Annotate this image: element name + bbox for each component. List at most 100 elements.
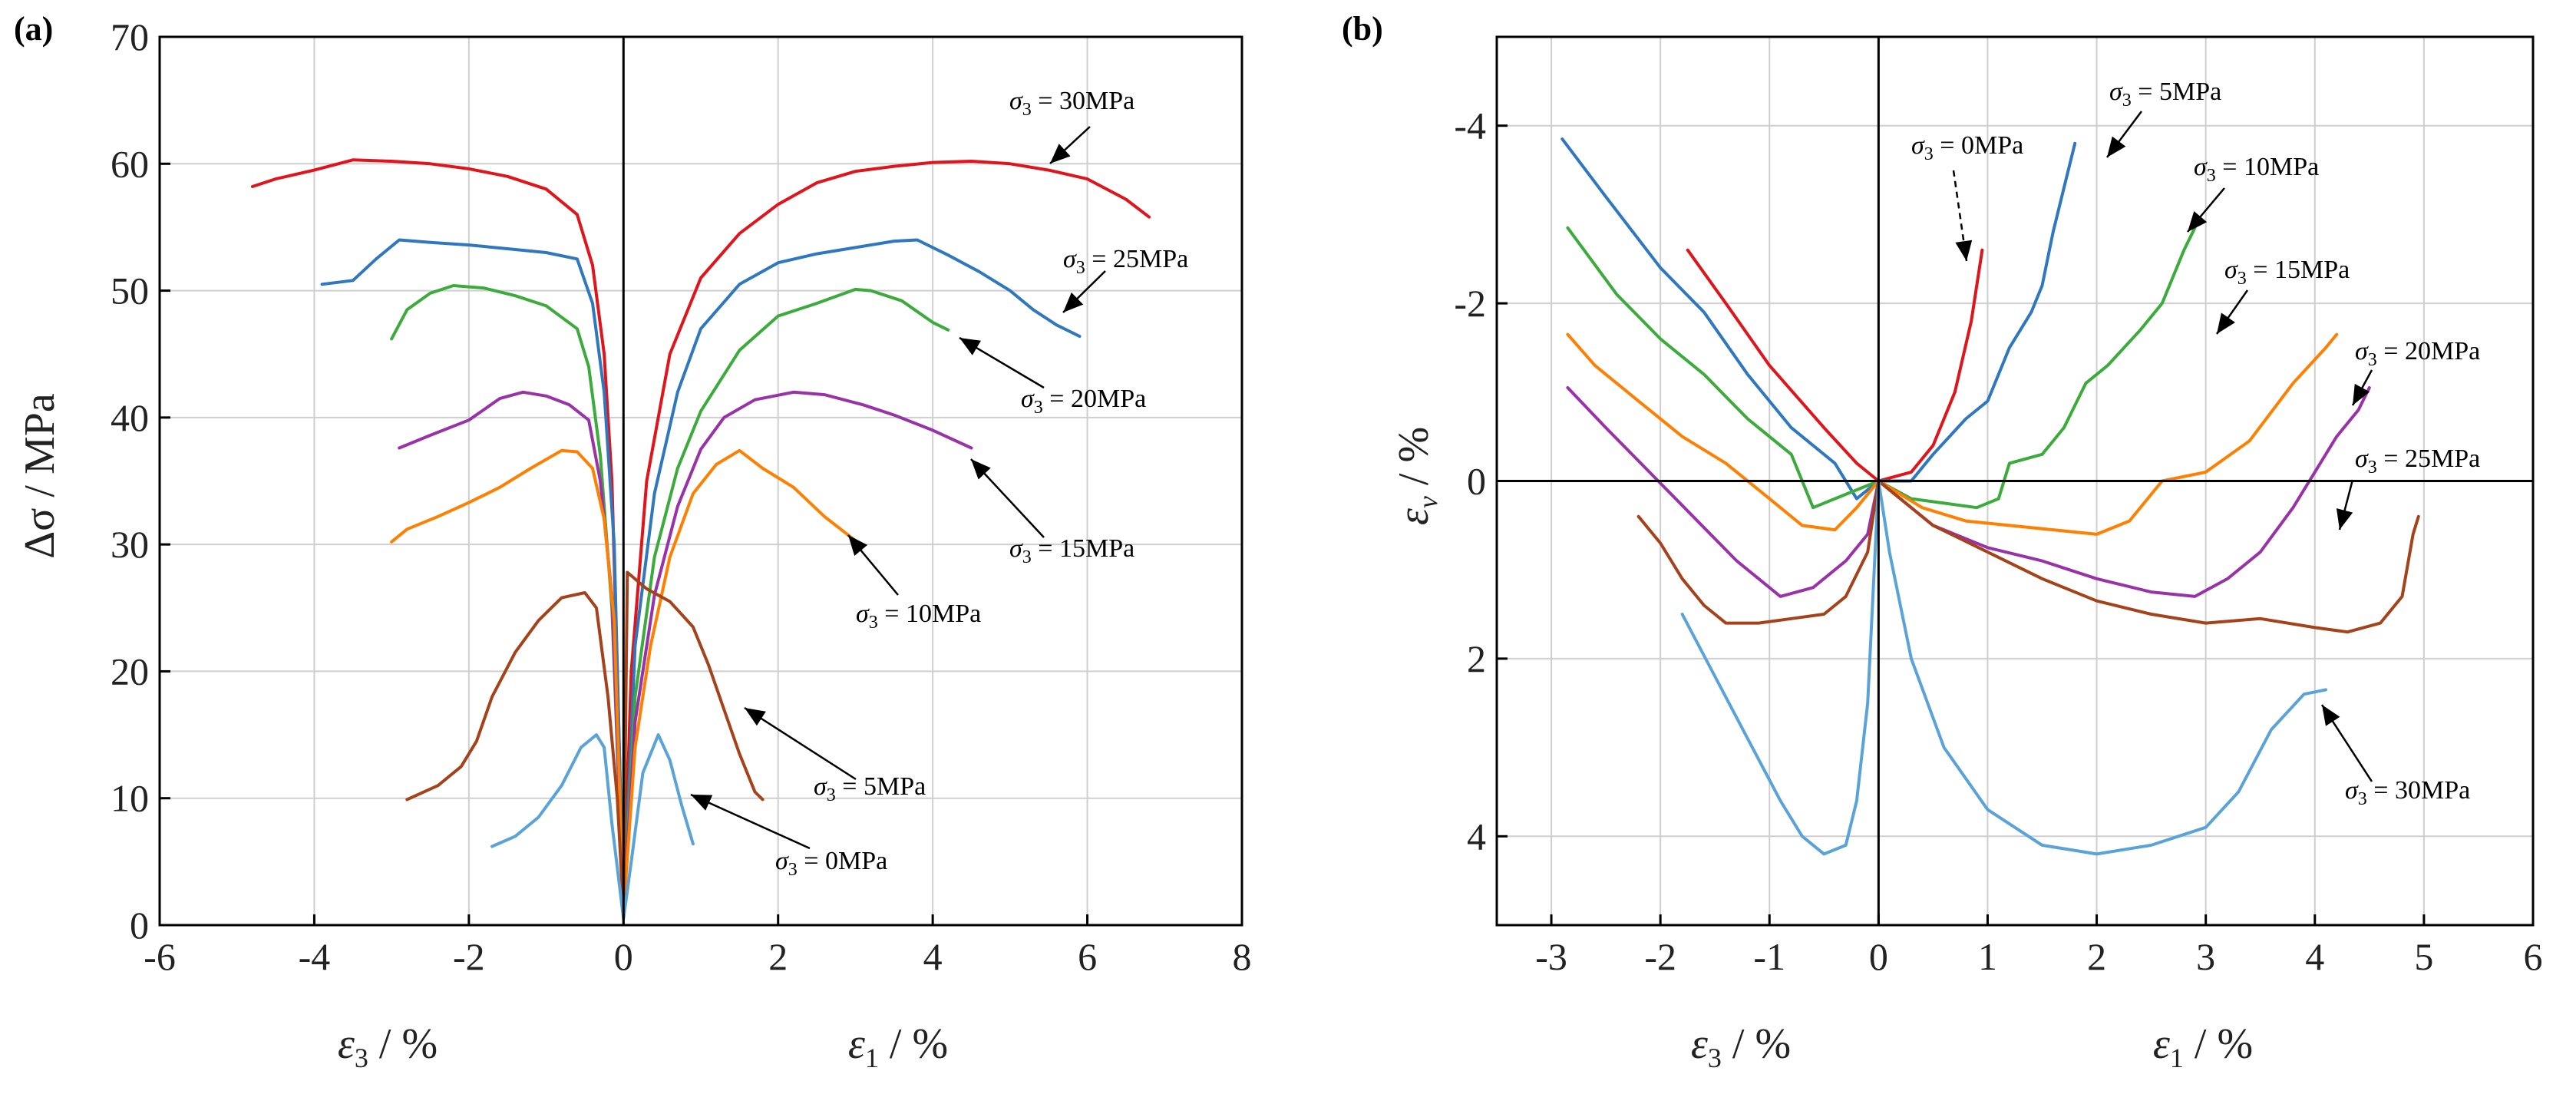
- x-tick-label: -2: [1644, 935, 1676, 978]
- annotation-label: σ3 = 15MPa: [2224, 256, 2350, 289]
- x-tick-label: 6: [1078, 935, 1097, 978]
- annotation-2: σ3 = 25MPa: [1062, 245, 1188, 313]
- x-tick-label: 8: [1233, 935, 1252, 978]
- x-tick-label: 4: [923, 935, 943, 978]
- annotation-arrowhead: [848, 535, 868, 557]
- y-axis-label-b: εv / %: [1390, 427, 1443, 525]
- y-tick-label: -4: [1454, 104, 1486, 147]
- y-tick-label: 70: [111, 15, 149, 58]
- annotation-label: σ3 = 5MPa: [2109, 78, 2221, 111]
- x-tick-label: -3: [1535, 935, 1567, 978]
- x-tick-label: -4: [299, 935, 331, 978]
- annotation-arrowhead: [1955, 240, 1973, 261]
- annotation-arrowhead: [959, 338, 981, 355]
- annotation-label: σ3 = 30MPa: [1009, 87, 1134, 120]
- annotation-arrow: [690, 793, 811, 850]
- annotation-arrowhead: [691, 795, 713, 811]
- annotation-label: σ3 = 30MPa: [2345, 776, 2470, 809]
- annotation-3: σ3 = 20MPa: [959, 336, 1146, 418]
- annotation-label: σ3 = 15MPa: [1009, 534, 1134, 567]
- y-tick-label: 60: [111, 142, 149, 185]
- x-axis-label-right-b: ε1 / %: [2153, 1020, 2253, 1073]
- annotation-arrow: [744, 706, 857, 781]
- annotation-3: σ3 = 10MPa: [2187, 153, 2319, 233]
- annotation-arrowhead: [2107, 136, 2126, 157]
- series-line-4: [398, 390, 973, 914]
- series-line-1: [250, 158, 1151, 914]
- annotation-arrowhead: [2336, 508, 2353, 530]
- x-axis-label-left-a: ε3 / %: [338, 1020, 438, 1073]
- annotation-6: σ3 = 5MPa: [744, 706, 926, 805]
- annotation-arrowhead: [2217, 312, 2235, 334]
- x-tick-label: -1: [1753, 935, 1785, 978]
- annotation-arrowhead: [2188, 211, 2208, 232]
- x-tick-label: 4: [2305, 935, 2324, 978]
- series-line-6: [405, 570, 765, 914]
- annotations-panel-a: σ3 = 30MPa σ3 = 25MPa σ3 = 20MPa σ3 = 15MPa…: [690, 87, 1188, 880]
- series-line-7: [490, 733, 695, 921]
- annotation-arrowhead: [1050, 144, 1071, 164]
- x-tick-label: 6: [2524, 935, 2543, 978]
- annotation-7: σ3 = 30MPa: [2320, 704, 2470, 809]
- annotation-4: σ3 = 15MPa: [2215, 256, 2350, 335]
- annotation-7: σ3 = 0MPa: [690, 793, 887, 880]
- x-tick-label: 0: [1869, 935, 1888, 978]
- x-tick-label: 1: [1978, 935, 1997, 978]
- series-line-4: [1566, 332, 2339, 536]
- y-axis-label-a: Δσ / MPa: [16, 393, 64, 559]
- y-tick-label: 10: [111, 777, 149, 820]
- x-tick-label: 2: [2087, 935, 2106, 978]
- series-panel-a: [250, 158, 1151, 921]
- annotation-6: σ3 = 25MPa: [2336, 445, 2480, 531]
- annotation-label: σ3 = 25MPa: [1063, 245, 1188, 278]
- series-line-5: [1566, 386, 2371, 598]
- annotation-label: σ3 = 10MPa: [856, 600, 981, 633]
- series-line-3: [1566, 226, 2197, 510]
- annotation-arrowhead: [2322, 705, 2340, 726]
- ticks-panel-b: -3 -2 -1 0 1 2 3 4 5 6 -4 -2 0 2 4: [1454, 104, 2542, 978]
- annotation-arrowhead: [971, 459, 991, 480]
- x-tick-label: 0: [614, 935, 633, 978]
- ticks-panel-a: -6 -4 -2 0 2 4 6 8 0 10 20 30 40 50 60 70: [111, 15, 1252, 978]
- y-tick-label: 20: [111, 650, 149, 692]
- x-tick-label: -6: [144, 935, 176, 978]
- annotation-label: σ3 = 10MPa: [2194, 153, 2319, 186]
- annotation-5: σ3 = 20MPa: [2351, 337, 2480, 406]
- series-line-5: [390, 448, 857, 914]
- x-axis-label-right-a: ε1 / %: [848, 1020, 948, 1073]
- axes-panel-b: [1497, 37, 2533, 925]
- y-tick-label: 40: [111, 396, 149, 439]
- x-axis-label-left-b: ε3 / %: [1691, 1020, 1791, 1073]
- x-tick-label: 3: [2196, 935, 2215, 978]
- annotation-label: σ3 = 0MPa: [1911, 131, 2023, 164]
- panel-label-b: (b): [1342, 10, 1383, 48]
- y-tick-label: -2: [1454, 282, 1486, 325]
- y-tick-label: 4: [1467, 815, 1486, 858]
- annotation-1: σ3 = 0MPa: [1911, 131, 2023, 262]
- series-line-1: [1686, 248, 1984, 483]
- y-tick-label: 30: [111, 523, 149, 566]
- x-tick-label: -2: [453, 935, 485, 978]
- annotation-label: σ3 = 20MPa: [2355, 337, 2480, 370]
- y-tick-label: 50: [111, 269, 149, 312]
- series-line-7: [1680, 479, 2327, 856]
- x-tick-label: 5: [2414, 935, 2433, 978]
- annotation-4: σ3 = 15MPa: [970, 458, 1134, 567]
- panel-label-a: (a): [14, 10, 53, 48]
- annotation-label: σ3 = 5MPa: [814, 772, 926, 805]
- annotation-1: σ3 = 30MPa: [1009, 87, 1134, 164]
- x-tick-label: 2: [768, 935, 788, 978]
- annotation-2: σ3 = 5MPa: [2106, 78, 2221, 158]
- y-tick-label: 0: [1467, 460, 1486, 503]
- y-tick-label: 2: [1467, 637, 1486, 680]
- annotation-label: σ3 = 0MPa: [775, 847, 887, 880]
- series-line-2: [320, 238, 1082, 914]
- annotation-arrowhead: [2353, 383, 2370, 405]
- grid-panel-a: [159, 36, 1243, 926]
- series-line-6: [1636, 479, 2420, 634]
- plot-frame-panel-a: [158, 35, 1243, 927]
- annotation-label: σ3 = 25MPa: [2355, 445, 2480, 478]
- annotation-5: σ3 = 10MPa: [847, 534, 981, 633]
